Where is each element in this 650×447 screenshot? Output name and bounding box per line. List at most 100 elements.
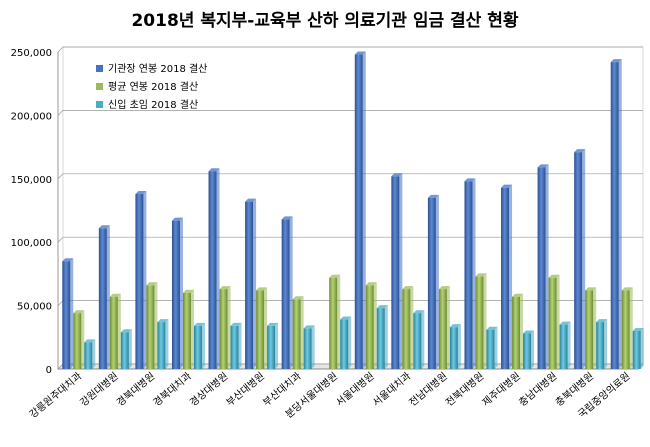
bar bbox=[523, 333, 532, 369]
bar-top bbox=[537, 164, 549, 168]
bar-side bbox=[520, 293, 524, 369]
legend-label: 평균 연봉 2018 결산 bbox=[108, 81, 198, 93]
bar-top bbox=[98, 225, 110, 229]
bar bbox=[281, 219, 290, 369]
bar-side bbox=[337, 274, 341, 369]
bar bbox=[340, 319, 349, 369]
bar-top bbox=[559, 321, 571, 325]
bar-top bbox=[157, 319, 169, 323]
y-tick-label: 50,000 bbox=[17, 302, 52, 313]
bar bbox=[475, 276, 484, 369]
bar bbox=[98, 228, 107, 369]
bar-side bbox=[494, 326, 498, 369]
gridline-depth bbox=[57, 110, 64, 116]
x-tick-label: 제주대병원 bbox=[480, 370, 523, 409]
bar-top bbox=[73, 310, 85, 314]
bar-top bbox=[376, 305, 388, 309]
bar-side bbox=[593, 287, 597, 369]
bar-top bbox=[632, 327, 644, 331]
bar-top bbox=[621, 287, 633, 291]
bar-top bbox=[464, 178, 476, 182]
x-tick-label: 부산대병원 bbox=[224, 370, 267, 409]
y-tick-label: 250,000 bbox=[11, 48, 52, 59]
bar-side bbox=[556, 274, 560, 369]
x-tick-label: 강릉원주대치과 bbox=[27, 370, 84, 421]
bar-top bbox=[449, 324, 461, 328]
gridline-depth bbox=[57, 173, 64, 180]
chart-title: 2018년 복지부-교육부 산하 의료기관 임금 결산 현황 bbox=[131, 11, 519, 31]
bar-top bbox=[413, 310, 425, 314]
bar-side bbox=[567, 321, 571, 369]
bar-side bbox=[640, 327, 644, 369]
bar-top bbox=[548, 274, 560, 278]
x-tick-label: 전남대병원 bbox=[407, 370, 450, 409]
bar-side bbox=[582, 149, 586, 369]
bar-top bbox=[245, 198, 257, 202]
bar bbox=[574, 152, 583, 369]
bar-top bbox=[292, 296, 304, 300]
bar-side bbox=[373, 282, 377, 369]
bar bbox=[413, 313, 422, 369]
bar bbox=[621, 290, 630, 369]
bar-side bbox=[384, 305, 388, 369]
x-tick-label: 경북대치과 bbox=[150, 369, 194, 409]
bar bbox=[256, 290, 265, 369]
x-tick-label: 전북대병원 bbox=[443, 370, 486, 409]
bar-side bbox=[618, 59, 622, 369]
bar-top bbox=[109, 293, 121, 297]
x-tick-label: 충남대병원 bbox=[517, 370, 560, 409]
legend-swatch bbox=[96, 101, 103, 108]
bar-side bbox=[179, 217, 183, 369]
bar bbox=[354, 54, 363, 369]
bar bbox=[486, 329, 495, 369]
bar bbox=[391, 176, 400, 369]
bar bbox=[548, 277, 557, 369]
bar bbox=[427, 197, 436, 369]
bar-top bbox=[340, 316, 352, 320]
bar-top bbox=[84, 339, 96, 343]
bar-side bbox=[253, 198, 257, 369]
bar-side bbox=[106, 225, 110, 369]
bar bbox=[303, 328, 312, 369]
bar-side bbox=[472, 178, 476, 369]
bar bbox=[501, 187, 510, 369]
bar bbox=[219, 289, 228, 369]
bar-side bbox=[201, 322, 205, 369]
bar-side bbox=[275, 322, 279, 369]
bar bbox=[193, 325, 202, 369]
bar-top bbox=[120, 329, 132, 333]
bar bbox=[512, 296, 521, 369]
bar bbox=[146, 285, 155, 369]
bar-side bbox=[531, 330, 535, 369]
bar-top bbox=[135, 191, 147, 195]
bar-side bbox=[348, 316, 352, 369]
bar bbox=[73, 313, 82, 369]
bar bbox=[376, 308, 385, 369]
bar bbox=[109, 296, 118, 369]
bar-top bbox=[596, 319, 608, 323]
bar bbox=[585, 290, 594, 369]
bar bbox=[610, 62, 619, 369]
bar-side bbox=[190, 289, 194, 369]
bar-top bbox=[281, 216, 293, 220]
x-tick-label: 서울대병원 bbox=[334, 370, 377, 409]
bar-top bbox=[230, 322, 242, 326]
gridline-depth bbox=[57, 46, 64, 53]
bar bbox=[208, 171, 217, 369]
bar-top bbox=[256, 287, 268, 291]
bar bbox=[245, 201, 254, 369]
bar-side bbox=[483, 273, 487, 369]
bar-top bbox=[365, 282, 377, 286]
bar-top bbox=[208, 168, 220, 172]
legend-label: 신입 초임 2018 결산 bbox=[108, 98, 198, 111]
bar-side bbox=[227, 286, 231, 369]
x-tick-label: 서울대치과 bbox=[370, 370, 413, 409]
bar bbox=[182, 292, 191, 369]
bar-side bbox=[238, 322, 242, 369]
bar-side bbox=[311, 325, 315, 369]
bar bbox=[230, 325, 239, 369]
bar-top bbox=[354, 51, 366, 55]
bar bbox=[464, 181, 473, 369]
bar-top bbox=[438, 286, 450, 290]
